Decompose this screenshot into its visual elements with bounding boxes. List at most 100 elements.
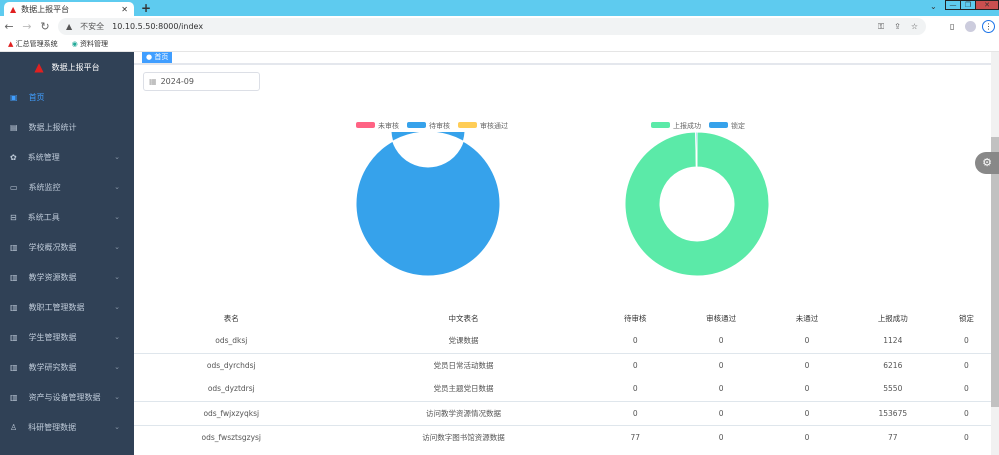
legend-item[interactable]: 审核通过 [458,121,508,131]
month-picker[interactable]: ▦ 2024-09 [143,72,260,91]
table-icon: ▤ [10,122,18,132]
sidebar-item[interactable]: ▥ 学校概况数据 ⌄ [0,232,134,262]
chart-legend: 上报成功 锁定 [651,121,745,131]
sidebar-item[interactable]: ▥ 学生管理数据 ⌄ [0,322,134,352]
table-cell: 0 [770,352,844,377]
app-title: 数据上报平台 [51,62,100,72]
table-cell: 0 [672,352,771,377]
new-tab-button[interactable]: + [141,1,152,15]
legend-swatch [709,122,728,128]
legend-item[interactable]: 未审核 [356,121,399,131]
table-header: 表名 中文表名 待审核 审核通过 未通过 上报成功 锁定 [134,307,991,329]
address-bar-row: ← → ↻ ▲ 不安全 10.10.5.50:8000/index ⚿ ⇪ ☆ … [0,16,999,37]
donut-chart-report [625,132,769,276]
close-tab-icon[interactable]: ✕ [121,4,128,14]
browser-menu-icon[interactable]: ⋮ [982,20,995,33]
forward-icon[interactable]: → [22,20,32,33]
bookmark-item[interactable]: ▲ 汇总管理系统 [8,39,58,49]
bookmark-icon: ◉ [71,40,80,48]
chevron-down-icon: ⌄ [114,363,120,371]
key-icon[interactable]: ⚿ [878,21,885,31]
profile-avatar[interactable] [965,21,976,32]
table-cell: ods_dksj [215,336,248,346]
monitor-icon: ▭ [10,182,18,192]
chart-icon: ▥ [10,392,18,402]
browser-tab[interactable]: ▲ 数据上报平台 ✕ [4,2,134,16]
table-row: ods_fwsztsgzysj 访问数字图书馆资源数据 77 0 0 77 0 [134,424,991,449]
bookmarks-bar: ▲ 汇总管理系统 ◉ 资料管理 [0,37,999,52]
main-content: ● 首页 ▦ 2024-09 未审核 待审核 审核通过 上报成功 锁定 表名 中文表名待… [134,52,991,455]
table-cell: 党员主题党日数据 [433,384,494,394]
sidebar-item-label: 系统监控 [28,182,61,192]
tool-icon: ⊟ [10,212,17,222]
sidebar-item-label: 学校概况数据 [28,242,77,252]
chart-icon: ▥ [10,272,18,282]
legend-label: 上报成功 [673,122,701,130]
table-row: ods_dyrchdsj 党员日常活动数据 0 0 0 6216 0 [134,352,991,377]
chart-icon: ▥ [10,242,18,252]
legend-label: 未审核 [378,122,399,130]
table-row: ods_dyztdrsj 党员主题党日数据 0 0 0 5550 0 [134,377,991,401]
scrollbar[interactable] [991,52,999,455]
bookmark-label: 汇总管理系统 [15,40,58,48]
sidebar-item[interactable]: ▥ 教职工管理数据 ⌄ [0,292,134,322]
sidebar-item-label: 系统工具 [27,212,60,222]
donut-slice[interactable] [695,132,698,168]
close-window-button[interactable]: ✕ [975,0,999,10]
tab-search-icon[interactable]: ⌄ [930,2,937,11]
table-cell: 党课数据 [448,336,479,346]
minimize-button[interactable]: — [945,0,961,10]
legend-label: 锁定 [731,122,745,130]
legend-item[interactable]: 锁定 [709,121,745,131]
table-cell: 访问数字图书馆资源数据 [328,424,599,449]
sidebar-item[interactable]: ▣ 首页 [0,82,134,112]
gear-icon: ✿ [10,152,17,162]
bookmark-label: 资料管理 [79,40,108,48]
sidebar-item[interactable]: ▥ 教学研究数据 ⌄ [0,352,134,382]
security-warning[interactable]: 不安全 [80,22,105,31]
donut-slice[interactable] [625,132,769,276]
restore-button[interactable]: ❐ [960,0,976,10]
sidebar-item[interactable]: ⊟ 系统工具 ⌄ [0,202,134,232]
table-cell: 1124 [883,336,903,346]
back-icon[interactable]: ← [4,20,14,33]
star-icon[interactable]: ☆ [910,21,918,31]
sidebar-item[interactable]: ▤ 数据上报统计 [0,112,134,142]
legend-item[interactable]: 待审核 [407,121,450,131]
legend-swatch [407,122,426,128]
table-cell: 0 [770,424,844,449]
settings-gear-button[interactable]: ⚙ [975,152,999,174]
sidebar-menu: ▣ 首页 ▤ 数据上报统计 ✿ 系统管理 ⌄ ▭ 系统监控 ⌄ ⊟ 系统工具 ⌄ ▥ 学校概况数据 ⌄ ▥ 教学资… [0,82,134,442]
url-text: 10.10.5.50:8000/index [112,22,204,31]
date-value: 2024-09 [160,77,194,86]
share-icon[interactable]: ⇪ [894,21,901,31]
table-cell: 0 [718,336,724,346]
tag-label: 首页 [154,53,169,61]
sidebar-item-label: 首页 [28,92,45,102]
reload-icon[interactable]: ↻ [40,20,50,33]
chevron-down-icon: ⌄ [114,423,120,431]
sidebar-item[interactable]: ▥ 资产与设备管理数据 ⌄ [0,382,134,412]
chart-icon: ▥ [10,332,18,342]
column-header: 上报成功 [877,313,908,323]
sidebar-item[interactable]: ▭ 系统监控 ⌄ [0,172,134,202]
sidebar-item[interactable]: ▥ 教学资源数据 ⌄ [0,262,134,292]
sidebar-item-label: 教学研究数据 [28,362,77,372]
table-cell: 0 [964,336,969,346]
donut-slice[interactable] [356,132,500,276]
bookmark-item[interactable]: ◉ 资料管理 [72,39,108,49]
sidebar-panel-icon[interactable]: ▯ [950,22,955,31]
legend-item[interactable]: 上报成功 [651,121,701,131]
tag-home[interactable]: ● 首页 [142,52,173,63]
sidebar-logo[interactable]: ▲ 数据上报平台 [0,52,134,82]
sidebar-item[interactable]: ♙ 科研管理数据 ⌄ [0,412,134,442]
table-cell: 153675 [843,400,942,425]
legend-swatch [356,122,375,128]
table-cell: ods_fwsztsgzysj [134,424,329,449]
warning-icon: ▲ [66,22,73,31]
url-input[interactable]: ▲ 不安全 10.10.5.50:8000/index ⚿ ⇪ ☆ [58,18,926,35]
chevron-down-icon: ⌄ [114,183,120,191]
scrollbar-thumb[interactable] [991,137,999,407]
sidebar-item[interactable]: ✿ 系统管理 ⌄ [0,142,134,172]
app-logo-icon: ▲ [10,4,17,14]
